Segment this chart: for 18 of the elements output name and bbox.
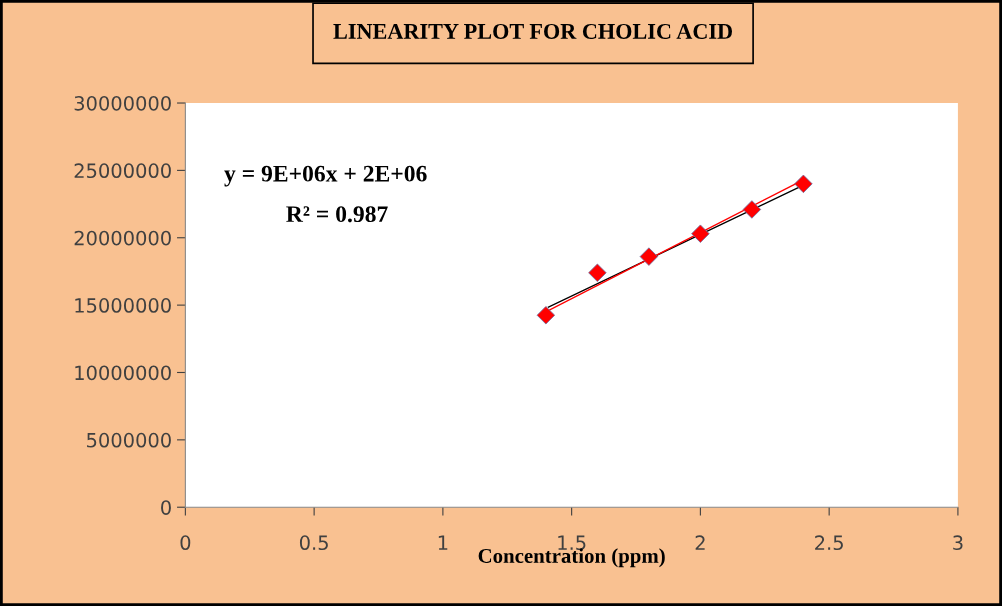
y-tick-label: 20000000 [74, 230, 171, 246]
x-tick-label: 0 [180, 535, 191, 551]
x-tick-label: 2.5 [815, 535, 843, 551]
y-tick-label: 0 [161, 500, 171, 515]
annotation: y = 9E+06x + 2E+06 [224, 165, 427, 187]
y-tick-label: 15000000 [75, 298, 171, 313]
y-tick-label: 5000000 [87, 432, 171, 448]
y-tick-label: 10000000 [75, 365, 171, 381]
y-tick-label: 30000000 [74, 95, 171, 111]
x-tick-label: 1 [438, 535, 448, 550]
x-axis-title: Concentration (ppm) [478, 548, 665, 568]
x-tick-label: 0.5 [299, 535, 328, 551]
x-tick-label: 1.5 [558, 535, 586, 551]
y-tick-label: 25000000 [74, 163, 171, 179]
x-tick-label: 3 [953, 535, 963, 551]
annotation: R² = 0.987 [286, 206, 388, 223]
chart-title: LINEARITY PLOT FOR CHOLIC ACID [333, 23, 733, 39]
x-tick-label: 2 [695, 535, 705, 550]
